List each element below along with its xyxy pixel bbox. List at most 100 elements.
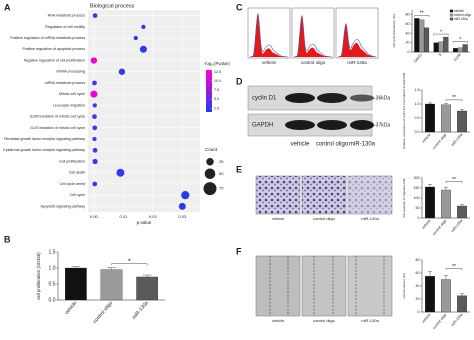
y-tick-label: 50 <box>416 206 420 210</box>
error-bar <box>142 274 152 277</box>
histogram <box>291 7 335 59</box>
bar <box>433 42 439 53</box>
image-label: miR-130a <box>361 216 379 221</box>
significance-bracket <box>452 41 468 44</box>
y-tick-label: 1.0 <box>49 265 56 271</box>
dot <box>92 80 97 86</box>
y-tick-label: Fibroblast growth factor receptor signal… <box>4 137 86 141</box>
y-tick-label: 150 <box>414 186 420 190</box>
x-tick-label: miR-130a <box>450 313 463 328</box>
dot <box>92 158 98 165</box>
x-tick-label: 0.01 <box>119 214 128 219</box>
significance-label: * <box>128 259 131 266</box>
x-tick-label: 0.03 <box>178 214 187 219</box>
y-axis-label: Relative expression of cyclin D1 (normal… <box>402 73 406 149</box>
y-tick-label: Positive regulation of mRNA metabolic pr… <box>10 36 85 40</box>
band-label: GAPDH <box>252 123 273 129</box>
legend-swatch <box>449 13 454 17</box>
significance-bracket <box>445 268 463 271</box>
x-tick-label: S <box>438 52 443 57</box>
x-tick-label: miR-130a <box>450 219 463 234</box>
y-tick-label: RNA metabolic process <box>48 14 86 18</box>
bar <box>441 189 451 219</box>
marker-label: -36kDa <box>374 95 390 101</box>
y-tick-label: 80 <box>416 258 420 262</box>
flow-histograms <box>247 7 379 59</box>
y-tick-label: 1.5 <box>415 88 420 92</box>
y-tick-label: 20 <box>416 297 420 301</box>
y-tick-label: Cell death <box>69 171 85 175</box>
significance-bracket <box>414 15 430 17</box>
bar <box>441 104 451 133</box>
panel-label: E <box>236 164 242 174</box>
y-tick-label: 1.5 <box>49 249 56 255</box>
dot <box>116 168 125 177</box>
bar <box>425 276 435 313</box>
significance-bracket <box>445 99 463 102</box>
x-tick-label: miR-130a <box>450 133 463 148</box>
marker-label: -37kDa <box>374 122 390 128</box>
size-legend-dot <box>204 168 216 180</box>
bar <box>462 44 468 53</box>
error-bar <box>428 271 432 277</box>
wound-images <box>255 255 393 317</box>
bar <box>423 27 430 53</box>
error-bar <box>444 103 448 105</box>
size-legend-label: 25 <box>219 159 224 164</box>
significance-label: ** <box>452 264 456 270</box>
legend-title: Count <box>205 147 218 152</box>
dot <box>133 35 138 41</box>
y-axis-label: The quantity of migrated cells <box>402 178 406 218</box>
image-label: control oligo <box>301 60 326 65</box>
y-tick-label: 200 <box>414 176 420 180</box>
x-tick-label: G2/M <box>453 53 462 62</box>
size-legend-label: 50 <box>219 171 224 176</box>
panel-label: A <box>4 2 11 12</box>
image-label: vehicle <box>272 216 285 221</box>
bar <box>419 19 425 53</box>
dot <box>92 114 97 119</box>
histogram <box>335 7 379 59</box>
dot <box>92 125 98 131</box>
legend-swatch <box>449 17 454 21</box>
x-tick-label: miR-130a <box>131 300 150 321</box>
y-tick-label: Positive regulation of apoptotic process <box>22 47 85 51</box>
x-tick-label: vehicle <box>421 133 431 144</box>
y-tick-label: Apoptotic signaling pathway <box>40 204 85 208</box>
plot-background <box>88 10 200 212</box>
chart-title: Biological process <box>90 3 135 9</box>
x-tick-label: control oligo <box>92 300 114 325</box>
y-tick-label: Cell cycle arrest <box>59 182 85 186</box>
dot <box>92 181 98 187</box>
y-tick-label: 1.0 <box>415 102 420 106</box>
y-tick-label: Mitotic cell cycle <box>59 92 85 96</box>
y-tick-label: Cell cycle <box>70 193 85 197</box>
image-label: miR-130a <box>349 142 376 148</box>
x-tick-label: vehicle <box>421 219 431 230</box>
error-bar <box>428 184 432 187</box>
legend-label: vehicle <box>454 9 464 13</box>
x-tick-label: 0.00 <box>90 214 99 219</box>
bar <box>443 36 449 53</box>
y-tick-label: mRNA processing <box>56 70 85 74</box>
panel-label: D <box>236 76 243 86</box>
y-tick-label: Epidermal growth factor receptor signali… <box>3 148 85 152</box>
bar <box>457 205 467 219</box>
size-legend-label: 75 <box>219 186 224 191</box>
dot <box>141 24 146 29</box>
significance-label: ** <box>452 95 456 101</box>
x-axis-label: p-value <box>137 220 152 225</box>
x-tick-label: G0/G1 <box>413 53 423 64</box>
histogram <box>247 7 291 59</box>
significance-bracket <box>111 263 148 266</box>
error-bar <box>460 109 464 111</box>
color-tick-label: 12.5 <box>214 70 221 74</box>
legend-label: miR-130a <box>454 17 468 21</box>
y-tick-label: Negative regulation of cell proliferatio… <box>24 58 85 62</box>
legend-swatch <box>449 9 454 13</box>
y-tick-label: 0.0 <box>415 130 420 134</box>
dot <box>90 57 98 64</box>
dot <box>92 147 98 153</box>
bar <box>425 186 435 219</box>
